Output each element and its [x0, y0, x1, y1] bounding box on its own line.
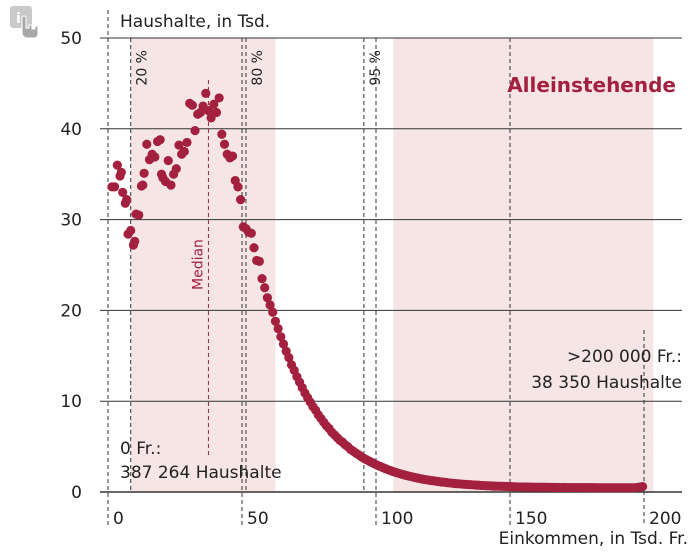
data-point: [209, 99, 219, 109]
data-point: [201, 88, 211, 98]
percentile-band-1: [393, 38, 654, 492]
zero-income-annotation-line2: 387 264 Haushalte: [120, 463, 282, 483]
data-point: [134, 210, 144, 220]
data-point: [118, 187, 128, 197]
svg-text:i: i: [16, 11, 21, 27]
data-point: [174, 140, 184, 150]
data-point: [270, 316, 281, 326]
data-point: [268, 307, 278, 317]
data-point: [249, 243, 259, 253]
data-point: [150, 152, 160, 162]
data-point: [122, 195, 132, 205]
data-point: [163, 155, 173, 166]
y-axis-label: Haushalte, in Tsd.: [120, 12, 270, 32]
data-point: [126, 225, 136, 236]
data-points: [107, 88, 648, 493]
data-point: [214, 93, 224, 103]
percentile-label: 20 %: [135, 50, 151, 86]
y-tick-label: 30: [60, 211, 82, 231]
y-tick-label: 50: [60, 29, 82, 49]
data-point: [139, 168, 149, 178]
data-point: [265, 300, 275, 310]
over-200k-annotation-line2: 38 350 Haushalte: [531, 373, 682, 393]
series-label: Alleinstehende: [507, 73, 676, 97]
over-200k-annotation-line1: >200 000 Fr.:: [567, 347, 682, 367]
y-tick-label: 20: [60, 301, 82, 321]
tick-labels: 0 10 20 30 40 50 0 50 100 150 200: [60, 29, 681, 529]
data-point: [179, 146, 189, 157]
data-point: [110, 182, 120, 192]
data-point: [260, 283, 270, 293]
data-point: [262, 293, 272, 303]
x-tick-label: 0: [113, 509, 124, 529]
data-point: [236, 195, 246, 205]
data-point: [155, 135, 165, 145]
x-tick-label: 100: [381, 509, 413, 529]
data-point: [211, 107, 222, 118]
data-point: [187, 100, 197, 110]
data-point: [138, 180, 148, 190]
info-hand-icon[interactable]: i: [8, 4, 40, 40]
median-label: Median: [190, 239, 206, 290]
data-point: [254, 256, 264, 266]
x-tick-label: 50: [247, 509, 269, 529]
data-point: [227, 151, 238, 161]
data-point: [638, 481, 648, 492]
data-point: [203, 106, 214, 116]
x-tick-label: 150: [515, 509, 547, 529]
data-point: [278, 339, 289, 349]
data-point: [217, 129, 227, 139]
data-point: [142, 139, 152, 149]
data-point: [257, 274, 267, 284]
percentile-label: 95 %: [368, 50, 384, 86]
data-point: [190, 126, 200, 136]
percentile-lines: 20 % 80 % 95 % Median: [130, 38, 384, 492]
data-point: [273, 323, 283, 334]
data-point: [171, 164, 181, 174]
data-point: [182, 137, 192, 148]
data-point: [233, 182, 243, 192]
y-tick-label: 10: [60, 392, 82, 412]
data-point: [116, 167, 126, 177]
data-point: [246, 228, 256, 238]
data-point: [219, 139, 230, 149]
data-point: [284, 353, 294, 363]
zero-income-annotation-line1: 0 Fr.:: [120, 439, 161, 459]
data-point: [112, 160, 122, 170]
y-tick-label: 40: [60, 120, 82, 140]
data-point: [166, 180, 176, 190]
y-tick-label: 0: [71, 483, 82, 503]
x-tick-label: 200: [649, 509, 681, 529]
x-axis-label: Einkommen, in Tsd. Fr.: [499, 529, 688, 549]
data-point: [130, 236, 140, 246]
percentile-label: 80 %: [250, 50, 266, 86]
data-point: [276, 332, 286, 342]
